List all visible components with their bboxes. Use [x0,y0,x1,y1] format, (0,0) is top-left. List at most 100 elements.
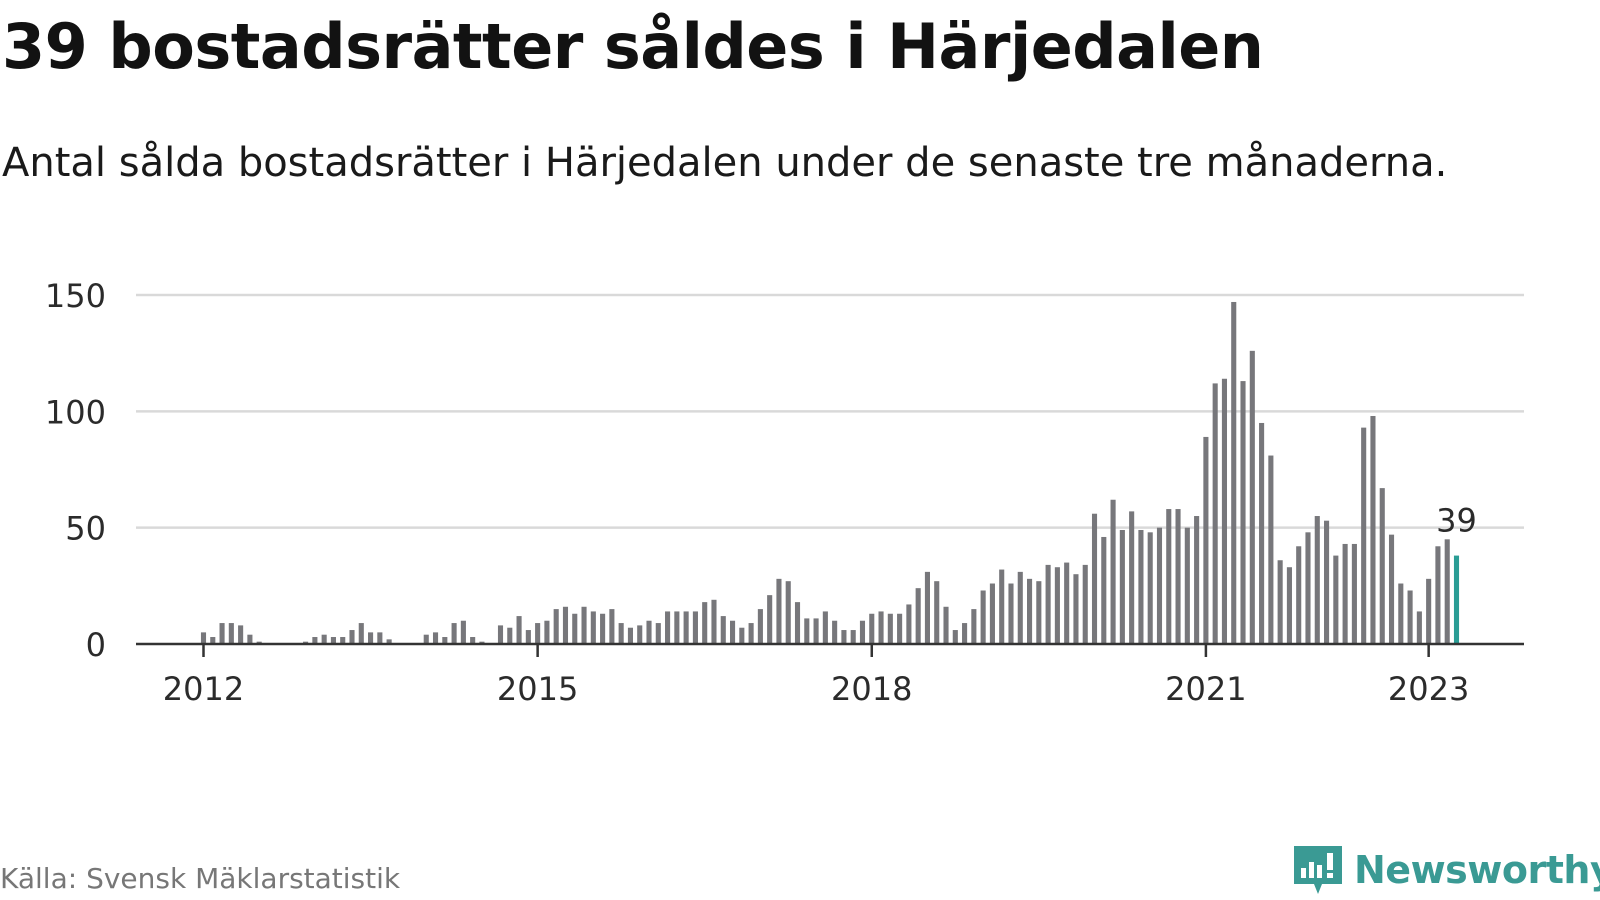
bar [832,620,838,644]
bar [692,611,698,644]
bar [572,613,578,644]
x-tick-label: 2018 [831,670,912,708]
bar [1333,555,1339,644]
bar [1379,488,1385,644]
bar [627,627,633,644]
bar [1314,516,1320,644]
bar [1101,536,1107,644]
bar [989,583,995,644]
bar [238,625,244,644]
newsworthy-logo-icon [1294,846,1342,894]
bar [897,613,903,644]
bar [451,623,457,644]
bar [1444,539,1450,644]
bar [497,625,504,644]
bar [535,623,541,644]
bar [368,632,374,644]
bar [1203,436,1209,644]
bar [711,599,717,644]
bar [971,609,977,644]
bar [720,616,726,644]
bar [525,630,531,644]
bar [460,620,466,644]
x-tick-label: 2012 [163,670,244,708]
axes [136,642,1524,657]
bar [1324,520,1330,644]
bar [655,623,661,644]
bar [822,611,828,644]
bar [219,623,225,644]
bar [1231,301,1237,644]
bar [200,632,207,644]
bar [804,618,810,644]
bar [683,611,689,644]
bar [1008,583,1014,644]
bar [600,613,606,644]
bar [1277,560,1283,644]
bar [1240,381,1246,644]
bar [934,581,940,644]
bar [330,637,336,644]
y-tick-label: 50 [65,510,106,548]
bar [859,620,866,644]
brand-name: Newsworthy [1354,848,1600,892]
bar [646,620,652,644]
bar [980,590,986,644]
bar [340,637,346,644]
bar [869,613,875,644]
bar [999,569,1005,644]
bar-chart: 0 50 100 150 2012 2015 2018 2021 2023 39 [45,277,1524,708]
bar [665,611,671,644]
bar [1129,511,1135,644]
bar [1221,378,1228,644]
bar [1416,611,1422,644]
bar [1036,581,1042,644]
bar [1259,422,1265,644]
bar [1045,564,1051,644]
bar [794,602,801,644]
bar [377,632,383,644]
bar [813,618,819,644]
bar [962,623,968,644]
bar [553,609,559,644]
bar [1407,590,1413,644]
bar [247,634,253,644]
bar [1305,532,1311,644]
bar [1054,567,1060,644]
bar [1064,562,1070,644]
bar [915,588,921,644]
bar [562,606,569,644]
bar [1175,509,1181,644]
bar [887,613,893,644]
bar [358,623,364,644]
source-note: Källa: Svensk Mäklarstatistik [0,862,401,895]
bar [1073,574,1079,644]
x-tick-label: 2023 [1388,670,1469,708]
bar [1017,571,1023,644]
bar [1212,383,1218,644]
y-tick-label: 150 [45,277,106,315]
bar [943,606,949,644]
x-tick-label: 2021 [1165,670,1246,708]
bar [1435,546,1441,644]
bar [739,627,745,644]
labels: 0 50 100 150 2012 2015 2018 2021 2023 39 [45,277,1477,708]
bar [1156,527,1163,644]
bar [609,609,615,644]
bar [1194,516,1200,644]
bar [1110,499,1116,644]
bar [442,637,448,644]
bar [1351,543,1357,644]
bar [1027,578,1033,644]
bar [767,595,773,644]
bar [850,630,856,644]
brand-logo[interactable]: Newsworthy [1292,842,1600,898]
bar [748,623,754,644]
x-tick-label: 2015 [497,670,578,708]
bar [349,630,355,644]
bar [1091,513,1098,644]
bar [729,620,736,644]
bar [312,637,318,644]
chart-subtitle: Antal sålda bostadsrätter i Härjedalen u… [2,140,1448,186]
bar [581,606,587,644]
